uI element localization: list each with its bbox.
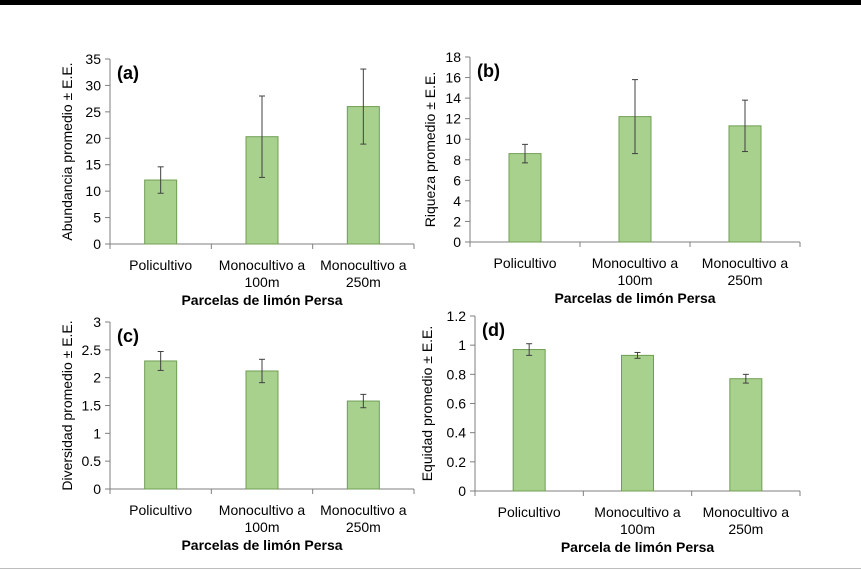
y-tick-label: 10	[445, 131, 461, 147]
y-tick-label: 18	[445, 49, 461, 65]
y-axis-title: Riqueza promedio ± E.E.	[422, 72, 438, 228]
y-tick-label: 16	[445, 70, 461, 86]
y-tick-label: 0	[93, 236, 101, 252]
y-tick-label: 0.2	[447, 454, 467, 470]
bar-2	[621, 354, 654, 492]
y-tick-label: 0.4	[447, 425, 467, 441]
error-bar-1	[526, 343, 533, 356]
x-tick-label: Monocultivo a 250m	[320, 502, 407, 535]
error-bar-3	[360, 393, 367, 409]
y-tick-label: 3	[93, 314, 101, 330]
bottom-border-line	[0, 568, 861, 569]
y-tick-label: 8	[453, 152, 461, 168]
chart-panel-3: 0 0.5 1 1.5 2 2.5 3 Policultivo Monocultivo a 100…	[59, 314, 415, 553]
x-axis-title: Parcela de limón Persa	[561, 539, 715, 555]
y-axis-title: Diversidad promedio ± E.E.	[59, 320, 75, 490]
bar-1	[144, 360, 178, 490]
y-tick-label: 0.5	[82, 453, 102, 469]
error-bar-2	[632, 79, 638, 155]
error-bar-2	[259, 95, 265, 178]
x-tick-label: Policultivo	[493, 255, 556, 271]
y-tick-label: 1	[93, 425, 101, 441]
y-tick-label: 5	[93, 210, 101, 226]
x-axis-title: Parcelas de limón Persa	[554, 290, 715, 306]
panel-label: (d)	[482, 320, 505, 340]
y-tick-label: 2.5	[82, 342, 102, 358]
y-tick-label: 35	[85, 51, 101, 67]
y-tick-label: 20	[85, 130, 101, 146]
x-axis-title: Parcelas de limón Persa	[181, 292, 342, 308]
x-tick-label: Monocultivo a 250m	[320, 257, 407, 290]
bar-2	[245, 370, 279, 490]
y-tick-label: 1	[458, 337, 466, 353]
y-tick-label: 14	[445, 90, 461, 106]
y-tick-label: 0	[93, 481, 101, 497]
y-axis-title: Equidad promedio ± E.E.	[419, 326, 435, 482]
x-tick-label: Monocultivo a 100m	[592, 255, 679, 288]
x-tick-label: Policultivo	[129, 257, 192, 273]
y-tick-label: 1.2	[447, 308, 467, 324]
y-tick-label: 2	[93, 370, 101, 386]
error-bar-1	[157, 166, 164, 194]
y-tick-label: 25	[85, 104, 101, 120]
y-tick-label: 10	[85, 183, 101, 199]
bar-3	[729, 378, 763, 492]
error-bar-1	[522, 143, 528, 164]
x-tick-label: Monocultivo a 250m	[703, 504, 790, 537]
y-tick-label: 12	[445, 111, 461, 127]
x-tick-label: Monocultivo a 100m	[219, 257, 306, 290]
y-tick-label: 1.5	[82, 398, 102, 414]
x-axis-title: Parcelas de limón Persa	[181, 537, 342, 553]
chart-panel-4: 0 0.2 0.4 0.6 0.8 1 1.2 Policultivo Monocultivo …	[419, 308, 801, 555]
error-bar-1	[157, 351, 164, 371]
error-bar-2	[634, 351, 641, 359]
panel-label: (c)	[117, 326, 139, 346]
panel-label: (a)	[117, 63, 139, 83]
error-bar-3	[360, 68, 367, 145]
x-tick-label: Policultivo	[129, 502, 192, 518]
x-tick-label: Monocultivo a 100m	[219, 502, 306, 535]
y-tick-label: 15	[85, 157, 101, 173]
x-tick-label: Policultivo	[498, 504, 561, 520]
chart-panel-1: 0 5 10 15 20 25 30 35 Policultivo Monocultivo a 10…	[59, 51, 415, 308]
y-tick-label: 2	[453, 213, 461, 229]
bar-1	[508, 153, 542, 243]
y-axis-title: Abundancia promedio ± E.E.	[59, 62, 75, 240]
y-tick-label: 0	[453, 234, 461, 250]
y-tick-label: 0.8	[447, 366, 467, 382]
y-tick-label: 0.6	[447, 396, 467, 412]
x-tick-label: Monocultivo a 250m	[702, 255, 789, 288]
bar-3	[346, 400, 380, 490]
bar-1	[512, 349, 546, 492]
error-bar-3	[742, 99, 748, 153]
top-border-line	[0, 0, 861, 5]
x-tick-label: Monocultivo a 100m	[594, 504, 681, 537]
y-tick-label: 0	[458, 483, 466, 499]
panel-label: (b)	[477, 61, 500, 81]
y-tick-label: 6	[453, 172, 461, 188]
error-bar-3	[742, 373, 749, 384]
error-bar-2	[259, 358, 265, 384]
y-tick-label: 30	[85, 77, 101, 93]
y-tick-label: 4	[453, 193, 461, 209]
